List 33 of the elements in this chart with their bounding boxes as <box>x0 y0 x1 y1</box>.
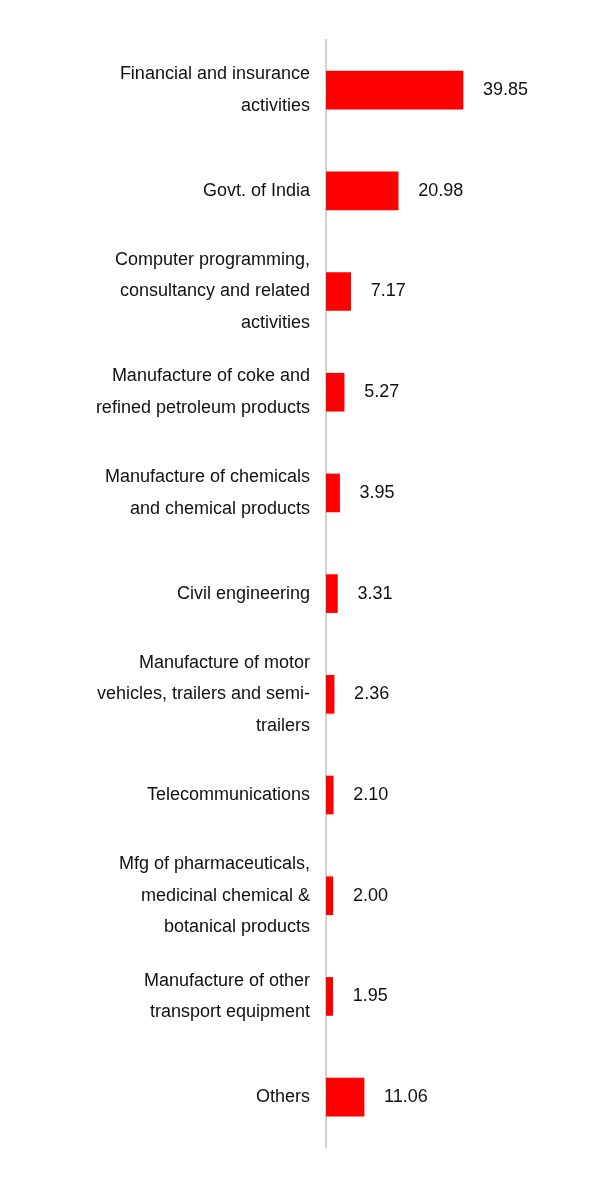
y-tick-label: Manufacture of coke and refined petroleum products <box>95 365 310 417</box>
data-label: 39.85 <box>483 79 529 100</box>
y-tick-label: Mfg of pharmaceuticals, medicinal chemical & botanical products <box>118 853 310 937</box>
y-tick-label: Others <box>255 1086 310 1107</box>
data-label: 2.10 <box>353 784 389 804</box>
bar <box>326 272 351 311</box>
y-tick-label: Govt. of India <box>202 179 311 200</box>
data-label: 2.36 <box>354 683 390 704</box>
bar <box>326 876 334 916</box>
y-tick-label: Civil engineering <box>176 582 310 603</box>
y-tick-label: Manufacture of motor vehicles, trailers and semi-trailers <box>96 651 310 735</box>
bar <box>326 171 399 211</box>
data-label: 5.27 <box>364 381 400 402</box>
y-tick-label: Manufacture of chemicals and chemical products <box>104 466 310 518</box>
bar <box>326 574 338 613</box>
data-label: 1.95 <box>352 985 388 1006</box>
y-tick-label: Telecommunications <box>146 784 310 804</box>
bar <box>326 977 334 1016</box>
bar <box>326 775 334 815</box>
y-tick-label: Financial and insurance activities <box>119 63 310 115</box>
data-label: 2.00 <box>352 884 388 905</box>
data-label: 7.17 <box>370 280 406 301</box>
data-label: 3.95 <box>359 481 395 502</box>
data-label: 20.98 <box>418 179 464 200</box>
data-label: 3.31 <box>357 582 393 603</box>
bar <box>326 372 345 412</box>
bar <box>326 675 335 714</box>
bar <box>326 473 340 513</box>
y-tick-label: Computer programming, consultancy and related activities <box>114 248 310 332</box>
bar <box>326 1077 365 1117</box>
y-tick-label: Manufacture of other transport equipment <box>143 969 310 1022</box>
data-label: 11.06 <box>384 1086 428 1107</box>
bar <box>326 70 464 110</box>
